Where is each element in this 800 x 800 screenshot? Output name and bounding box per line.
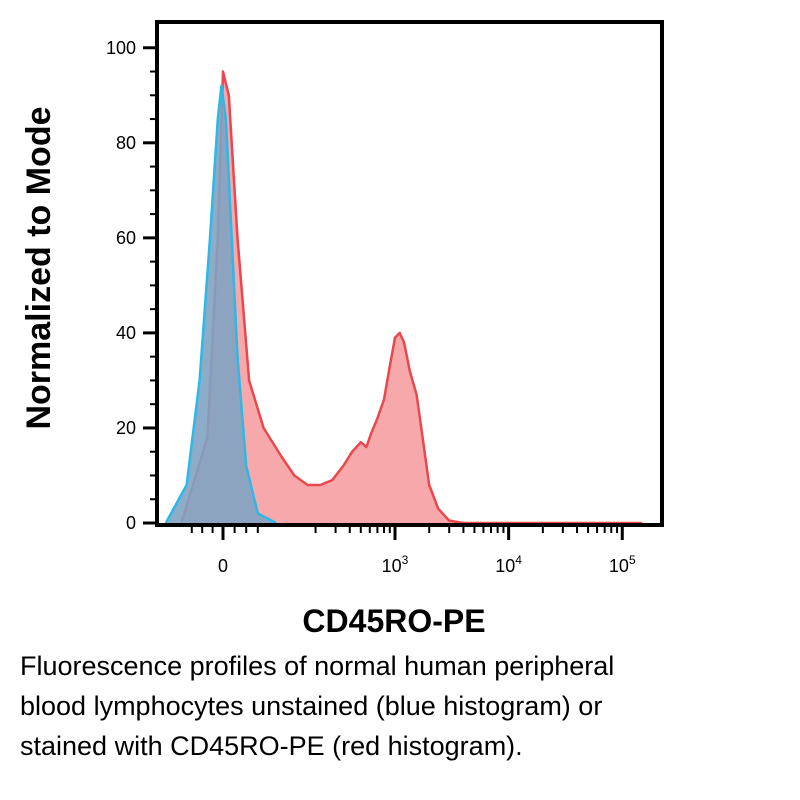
x-tick-label: 104 xyxy=(495,553,522,576)
caption-line: Fluorescence profiles of normal human pe… xyxy=(20,651,615,681)
series-1-area xyxy=(165,85,277,524)
series-0-area xyxy=(181,71,643,523)
y-tick-label: 100 xyxy=(106,38,136,58)
y-tick-label: 60 xyxy=(116,228,136,248)
series-1-line xyxy=(164,84,277,525)
y-tick-label: 80 xyxy=(116,133,136,153)
plot-frame xyxy=(155,20,664,527)
x-axis-title: CD45RO-PE xyxy=(302,603,485,639)
caption-line: stained with CD45RO-PE (red histogram). xyxy=(20,731,523,761)
y-tick-label: 0 xyxy=(126,513,136,533)
x-tick-label: 105 xyxy=(609,553,636,576)
caption-line: blood lymphocytes unstained (blue histog… xyxy=(20,691,603,721)
y-axis: 0 20 40 60 80 100 xyxy=(106,38,157,533)
x-axis: 0 103 104 105 xyxy=(218,525,636,576)
x-tick-label: 103 xyxy=(382,553,409,576)
y-axis-title: Normalized to Mode xyxy=(20,106,58,429)
figure-caption: Fluorescence profiles of normal human pe… xyxy=(20,646,790,766)
histogram-figure: 0 20 40 60 80 100 0 103 104 105 Normalized to Mo… xyxy=(20,20,664,639)
series-0-line xyxy=(180,70,643,525)
x-tick-label: 0 xyxy=(218,556,228,576)
y-tick-label: 20 xyxy=(116,418,136,438)
series-layer xyxy=(164,70,643,525)
y-tick-label: 40 xyxy=(116,323,136,343)
